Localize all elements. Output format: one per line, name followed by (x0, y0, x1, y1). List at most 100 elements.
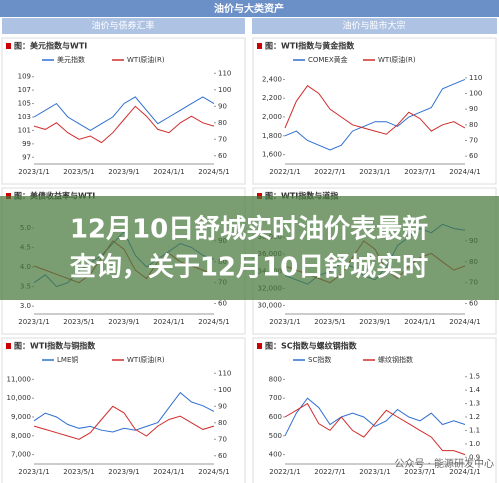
y-tick-label: 1,600 (262, 151, 282, 159)
title-marker (6, 343, 11, 349)
x-tick-label: 2023/1/1 (359, 168, 390, 176)
top-banner (0, 0, 499, 17)
x-tick-label: 2022/1/1 (269, 468, 300, 476)
x-tick-label: 2022/7/1 (314, 468, 345, 476)
title-marker (257, 343, 262, 349)
x-tick-label: 2024/5/1 (198, 168, 229, 176)
panel-border (252, 37, 497, 185)
legend-label: LME铜 (57, 355, 78, 364)
x-tick-label: 2023/1/1 (18, 318, 49, 326)
y-tick-label: 2,000 (262, 113, 282, 121)
panel-border (1, 337, 246, 483)
section-right (252, 18, 497, 34)
x-tick-label: 2024/1/1 (404, 318, 435, 326)
y2-tick-label: 1.1 (469, 426, 480, 434)
legend-label: 螺纹钢指数 (378, 355, 413, 364)
x-tick-label: 2023/9/1 (108, 168, 139, 176)
headline: 12月10日舒城实时油价表最新 (70, 214, 428, 245)
legend-label: 美元指数 (57, 55, 85, 64)
x-tick-label: 2024/1/1 (153, 468, 184, 476)
x-tick-label: 2023/1/1 (269, 318, 300, 326)
legend-label: WTI原油(R) (127, 55, 165, 64)
y2-tick-label: 100 (469, 90, 482, 98)
y-tick-label: 700 (269, 394, 282, 402)
panel-border (252, 337, 497, 483)
y-tick-label: 109 (18, 73, 31, 81)
y-tick-label: 2,400 (262, 75, 282, 83)
y-tick-label: 30,000 (258, 301, 283, 309)
section-title: 油价与股市大宗 (342, 20, 405, 32)
title-marker (6, 43, 11, 49)
y2-tick-label: 90 (218, 402, 227, 410)
chart-title: 图：美债收益率与WTI (14, 191, 95, 201)
chart-title: 图：WTI指数与黄金指数 (265, 41, 355, 51)
y-tick-label: 400 (269, 451, 282, 459)
x-tick-label: 2024/5/1 (198, 468, 229, 476)
series-line (284, 78, 466, 151)
chart-title: 图：SC指数与螺纹钢指数 (265, 341, 358, 351)
legend-label: WTI原油(R) (127, 355, 165, 364)
x-tick-label: 2023/5/1 (63, 318, 94, 326)
y2-tick-label: 70 (218, 135, 227, 143)
y2-tick-label: 110 (469, 74, 482, 82)
y2-tick-label: 80 (218, 119, 227, 127)
y2-tick-label: 60 (469, 300, 478, 308)
watermark: 公众号 · 能源研发中心 (394, 457, 494, 470)
x-tick-label: 2022/1/1 (269, 168, 300, 176)
y2-tick-label: 110 (218, 369, 231, 377)
y-tick-label: 101 (18, 126, 31, 134)
y-tick-label: 2,200 (262, 94, 282, 102)
legend-label: COMEX黄金 (308, 55, 348, 64)
x-tick-label: 2024/4/1 (449, 168, 480, 176)
series-line (284, 402, 466, 456)
x-tick-label: 2023/5/1 (314, 318, 345, 326)
chart-title: 图：WTI指数与铜指数 (14, 341, 96, 351)
series-line (33, 405, 215, 440)
x-tick-label: 2023/5/1 (63, 468, 94, 476)
legend-label: WTI原油(R) (378, 55, 416, 64)
x-tick-label: 2024/1/1 (449, 468, 480, 476)
section-title: 油价与债券汇率 (91, 20, 154, 32)
series-line (33, 105, 215, 144)
y2-tick-label: 1.0 (469, 440, 480, 448)
panel-border (1, 37, 246, 185)
y-tick-label: 1,800 (262, 132, 282, 140)
headline: 查询，关于12月10日舒城实时 (70, 252, 428, 283)
y2-tick-label: 60 (218, 452, 227, 460)
y2-tick-label: 60 (469, 152, 478, 160)
y-tick-label: 10,000 (7, 394, 32, 402)
x-tick-label: 2023/1/1 (18, 468, 49, 476)
chart-title: 图：WTI指数与道指 (265, 191, 338, 201)
series-line (33, 96, 215, 131)
x-tick-label: 2024/5/1 (198, 318, 229, 326)
series-line (284, 85, 466, 135)
x-tick-label: 2023/7/1 (404, 168, 435, 176)
x-tick-label: 2023/9/1 (108, 468, 139, 476)
y-tick-label: 600 (269, 413, 282, 421)
x-tick-label: 2023/1/1 (359, 468, 390, 476)
y-tick-label: 105 (18, 100, 31, 108)
y2-tick-label: 100 (218, 386, 231, 394)
y-tick-label: 800 (269, 375, 282, 383)
y2-tick-label: 1.3 (469, 400, 480, 408)
y-tick-label: 97 (22, 153, 31, 161)
series-line (284, 397, 466, 437)
x-tick-label: 2023/9/1 (108, 318, 139, 326)
y2-tick-label: 1.2 (469, 413, 480, 421)
y2-tick-label: 90 (469, 105, 478, 113)
y2-tick-label: 90 (218, 102, 227, 110)
y2-tick-label: 60 (218, 152, 227, 160)
y-tick-label: 99 (22, 140, 31, 148)
x-tick-label: 2024/1/1 (153, 168, 184, 176)
x-tick-label: 2024/1/1 (153, 318, 184, 326)
y-tick-label: 7,000 (11, 451, 31, 459)
section-left (2, 18, 245, 34)
y2-tick-label: 100 (218, 86, 231, 94)
y2-tick-label: 0.9 (469, 453, 480, 461)
chart-title: 图：美元指数与WTI (14, 41, 87, 51)
y-tick-label: 107 (18, 86, 31, 94)
x-tick-label: 2023/1/1 (18, 168, 49, 176)
x-tick-label: 2023/5/1 (63, 168, 94, 176)
